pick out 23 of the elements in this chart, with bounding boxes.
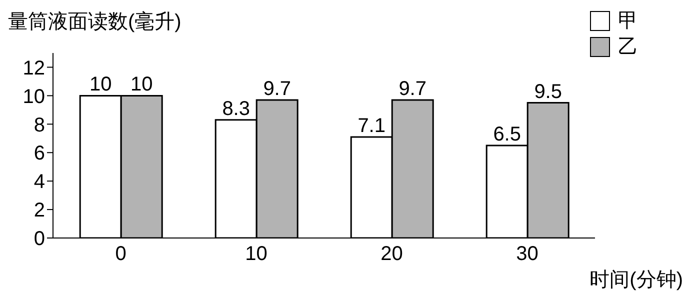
- x-axis-title: 时间(分钟): [590, 268, 683, 293]
- data-label: 8.3: [222, 98, 250, 120]
- x-tick-label: 20: [380, 243, 403, 266]
- x-tick-label: 30: [516, 243, 538, 266]
- y-tick-label: 6: [34, 142, 45, 165]
- y-tick-label: 12: [22, 57, 45, 80]
- legend-label: 甲: [618, 9, 638, 34]
- data-label: 9.7: [263, 78, 292, 100]
- data-label: 6.5: [493, 124, 522, 146]
- x-tick-label: 10: [245, 243, 268, 266]
- y-tick-label: 8: [34, 114, 45, 136]
- data-label: 7.1: [358, 114, 386, 137]
- data-label: 9.7: [398, 78, 427, 100]
- legend-label: 乙: [618, 35, 638, 60]
- y-tick-label: 4: [34, 171, 45, 194]
- data-label: 10: [130, 74, 153, 96]
- x-tick-label: 0: [115, 243, 126, 266]
- data-label: 10: [89, 74, 112, 96]
- y-tick-label: 0: [34, 228, 45, 250]
- y-tick-label: 2: [34, 200, 45, 222]
- y-tick-label: 10: [22, 86, 45, 108]
- y-axis-title: 量筒液面读数(毫升): [8, 10, 182, 35]
- data-label: 9.5: [534, 80, 562, 103]
